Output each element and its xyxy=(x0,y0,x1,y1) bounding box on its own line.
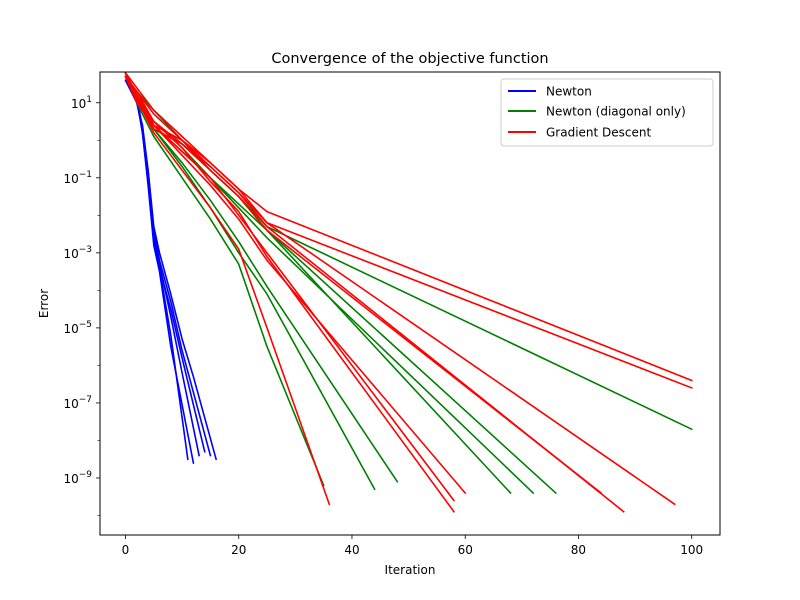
legend-label-newton: Newton xyxy=(546,85,592,99)
series-line-2-run-4 xyxy=(124,75,456,513)
y-tick-label: 10−9 xyxy=(63,470,92,486)
series-line-2-run-7 xyxy=(124,71,625,513)
legend-label-newton-diagonal: Newton (diagonal only) xyxy=(546,105,686,119)
y-axis-label: Error xyxy=(37,289,51,318)
x-axis: 0 20 40 60 80 100 xyxy=(122,535,703,557)
series-line-1-run-6 xyxy=(124,75,325,487)
series-line-2-run-0 xyxy=(124,71,693,382)
legend-box xyxy=(500,78,714,147)
series-layer xyxy=(124,71,693,513)
series-line-2-run-8 xyxy=(124,75,676,506)
y-axis: 10−9 10−7 10−5 10−3 10−1 101 xyxy=(63,95,100,516)
x-tick-label: 60 xyxy=(458,543,473,557)
x-tick-label: 80 xyxy=(571,543,586,557)
plot-frame xyxy=(99,71,721,536)
legend-label-gradient-descent: Gradient Descent xyxy=(546,126,652,140)
y-tick-label: 10−5 xyxy=(63,320,92,336)
y-tick-label: 10−3 xyxy=(63,245,92,261)
x-tick-label: 20 xyxy=(231,543,246,557)
series-line-2-run-6 xyxy=(124,75,603,495)
chart-title: Convergence of the objective function xyxy=(271,51,548,67)
y-tick-label: 10−7 xyxy=(63,395,92,411)
x-tick-label: 100 xyxy=(680,543,703,557)
x-tick-label: 40 xyxy=(344,543,359,557)
x-axis-label: Iteration xyxy=(385,563,436,577)
legend: Newton Newton (diagonal only) Gradient D… xyxy=(500,78,714,147)
y-tick-label: 101 xyxy=(71,95,92,111)
y-tick-label: 10−1 xyxy=(63,170,92,186)
x-tick-label: 0 xyxy=(122,543,130,557)
